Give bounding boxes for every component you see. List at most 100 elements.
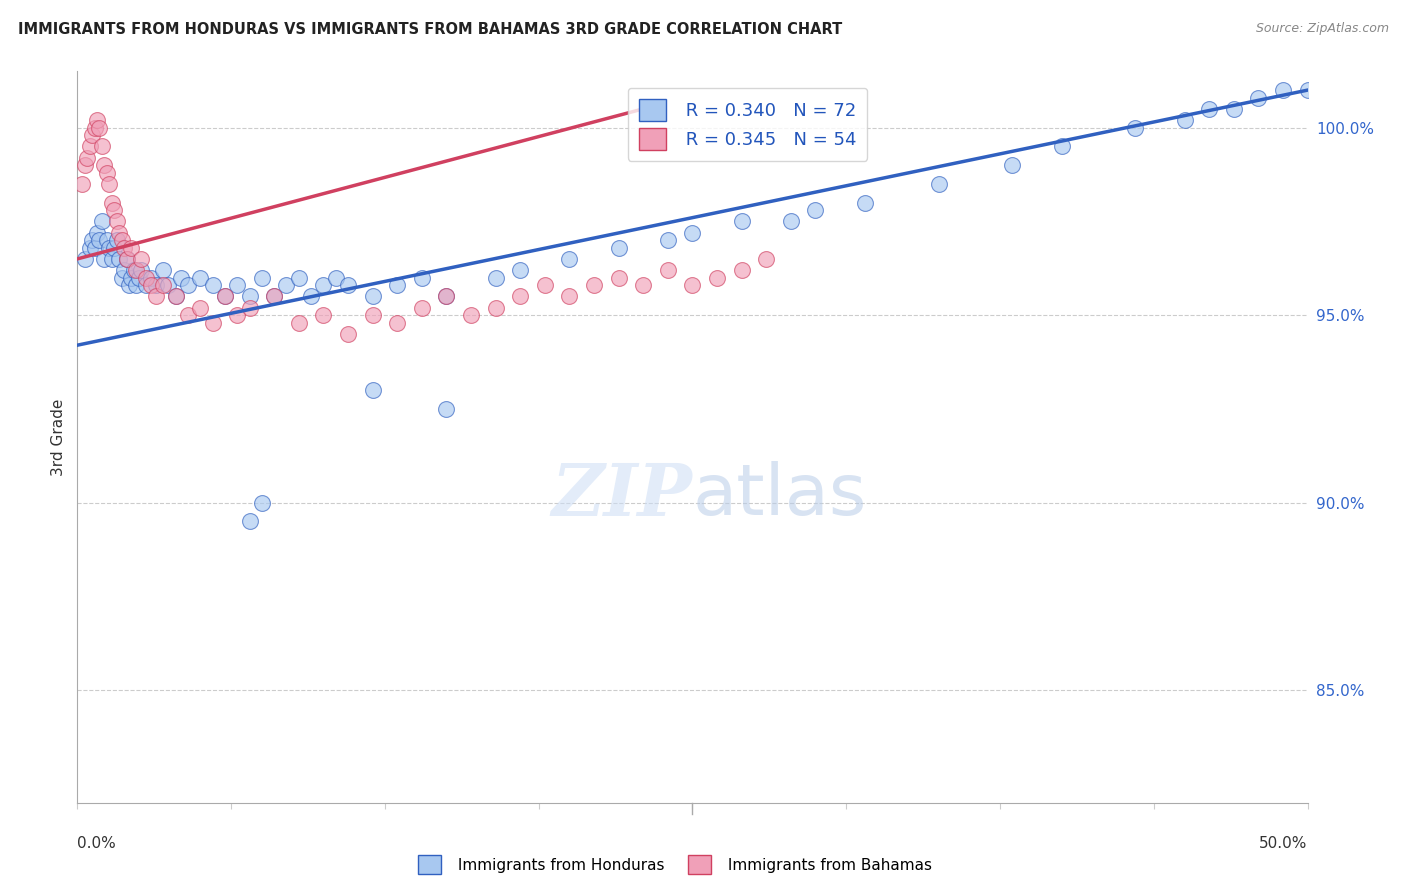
- Point: [170, 270, 193, 285]
- Point: [853, 195, 876, 210]
- Point: [103, 203, 125, 218]
- Point: [79, 139, 101, 153]
- Point: [111, 270, 134, 285]
- Point: [361, 308, 384, 322]
- Point: [485, 270, 508, 285]
- Point: [101, 195, 124, 210]
- Point: [101, 252, 124, 266]
- Point: [226, 308, 249, 322]
- Point: [135, 278, 157, 293]
- Point: [607, 270, 630, 285]
- Point: [706, 270, 728, 285]
- Point: [122, 263, 145, 277]
- Point: [89, 120, 111, 135]
- Point: [387, 316, 409, 330]
- Point: [288, 316, 311, 330]
- Point: [201, 278, 224, 293]
- Point: [928, 177, 950, 191]
- Text: atlas: atlas: [693, 461, 868, 530]
- Point: [76, 151, 98, 165]
- Point: [108, 226, 131, 240]
- Point: [125, 278, 148, 293]
- Point: [73, 158, 96, 172]
- Point: [682, 278, 704, 293]
- Point: [263, 289, 285, 303]
- Point: [1296, 83, 1319, 97]
- Point: [108, 252, 131, 266]
- Point: [90, 139, 114, 153]
- Point: [70, 177, 93, 191]
- Y-axis label: 3rd Grade: 3rd Grade: [51, 399, 66, 475]
- Point: [86, 113, 108, 128]
- Point: [1001, 158, 1024, 172]
- Point: [190, 301, 212, 315]
- Point: [177, 278, 200, 293]
- Point: [731, 263, 754, 277]
- Point: [558, 289, 581, 303]
- Point: [325, 270, 347, 285]
- Point: [152, 263, 174, 277]
- Point: [165, 289, 187, 303]
- Point: [90, 214, 114, 228]
- Point: [436, 401, 458, 416]
- Point: [509, 263, 531, 277]
- Point: [804, 203, 827, 218]
- Point: [98, 241, 121, 255]
- Point: [1125, 120, 1147, 135]
- Text: IMMIGRANTS FROM HONDURAS VS IMMIGRANTS FROM BAHAMAS 3RD GRADE CORRELATION CHART: IMMIGRANTS FROM HONDURAS VS IMMIGRANTS F…: [18, 22, 842, 37]
- Point: [86, 226, 108, 240]
- Point: [82, 128, 104, 142]
- Point: [239, 301, 262, 315]
- Point: [96, 166, 118, 180]
- Point: [152, 278, 174, 293]
- Point: [111, 233, 134, 247]
- Point: [583, 278, 606, 293]
- Text: 50.0%: 50.0%: [1260, 836, 1308, 851]
- Point: [96, 233, 118, 247]
- Point: [201, 316, 224, 330]
- Point: [312, 308, 335, 322]
- Point: [361, 383, 384, 397]
- Point: [177, 308, 200, 322]
- Point: [633, 278, 655, 293]
- Point: [165, 289, 187, 303]
- Point: [387, 278, 409, 293]
- Point: [135, 270, 157, 285]
- Point: [82, 233, 104, 247]
- Point: [145, 278, 167, 293]
- Point: [682, 226, 704, 240]
- Point: [657, 263, 679, 277]
- Point: [411, 270, 433, 285]
- Point: [239, 515, 262, 529]
- Point: [214, 289, 236, 303]
- Point: [534, 278, 557, 293]
- Point: [121, 241, 143, 255]
- Point: [83, 120, 105, 135]
- Point: [103, 241, 125, 255]
- Point: [105, 233, 128, 247]
- Point: [299, 289, 322, 303]
- Point: [112, 263, 135, 277]
- Point: [288, 270, 311, 285]
- Point: [128, 270, 150, 285]
- Point: [250, 496, 273, 510]
- Point: [509, 289, 531, 303]
- Point: [263, 289, 285, 303]
- Point: [118, 278, 141, 293]
- Point: [131, 252, 153, 266]
- Point: [98, 177, 121, 191]
- Point: [731, 214, 754, 228]
- Point: [460, 308, 482, 322]
- Point: [93, 158, 115, 172]
- Point: [73, 252, 96, 266]
- Point: [115, 252, 138, 266]
- Point: [276, 278, 298, 293]
- Point: [145, 289, 167, 303]
- Point: [607, 241, 630, 255]
- Point: [1050, 139, 1073, 153]
- Point: [125, 263, 148, 277]
- Point: [1272, 83, 1295, 97]
- Point: [411, 301, 433, 315]
- Point: [1198, 102, 1220, 116]
- Point: [1223, 102, 1246, 116]
